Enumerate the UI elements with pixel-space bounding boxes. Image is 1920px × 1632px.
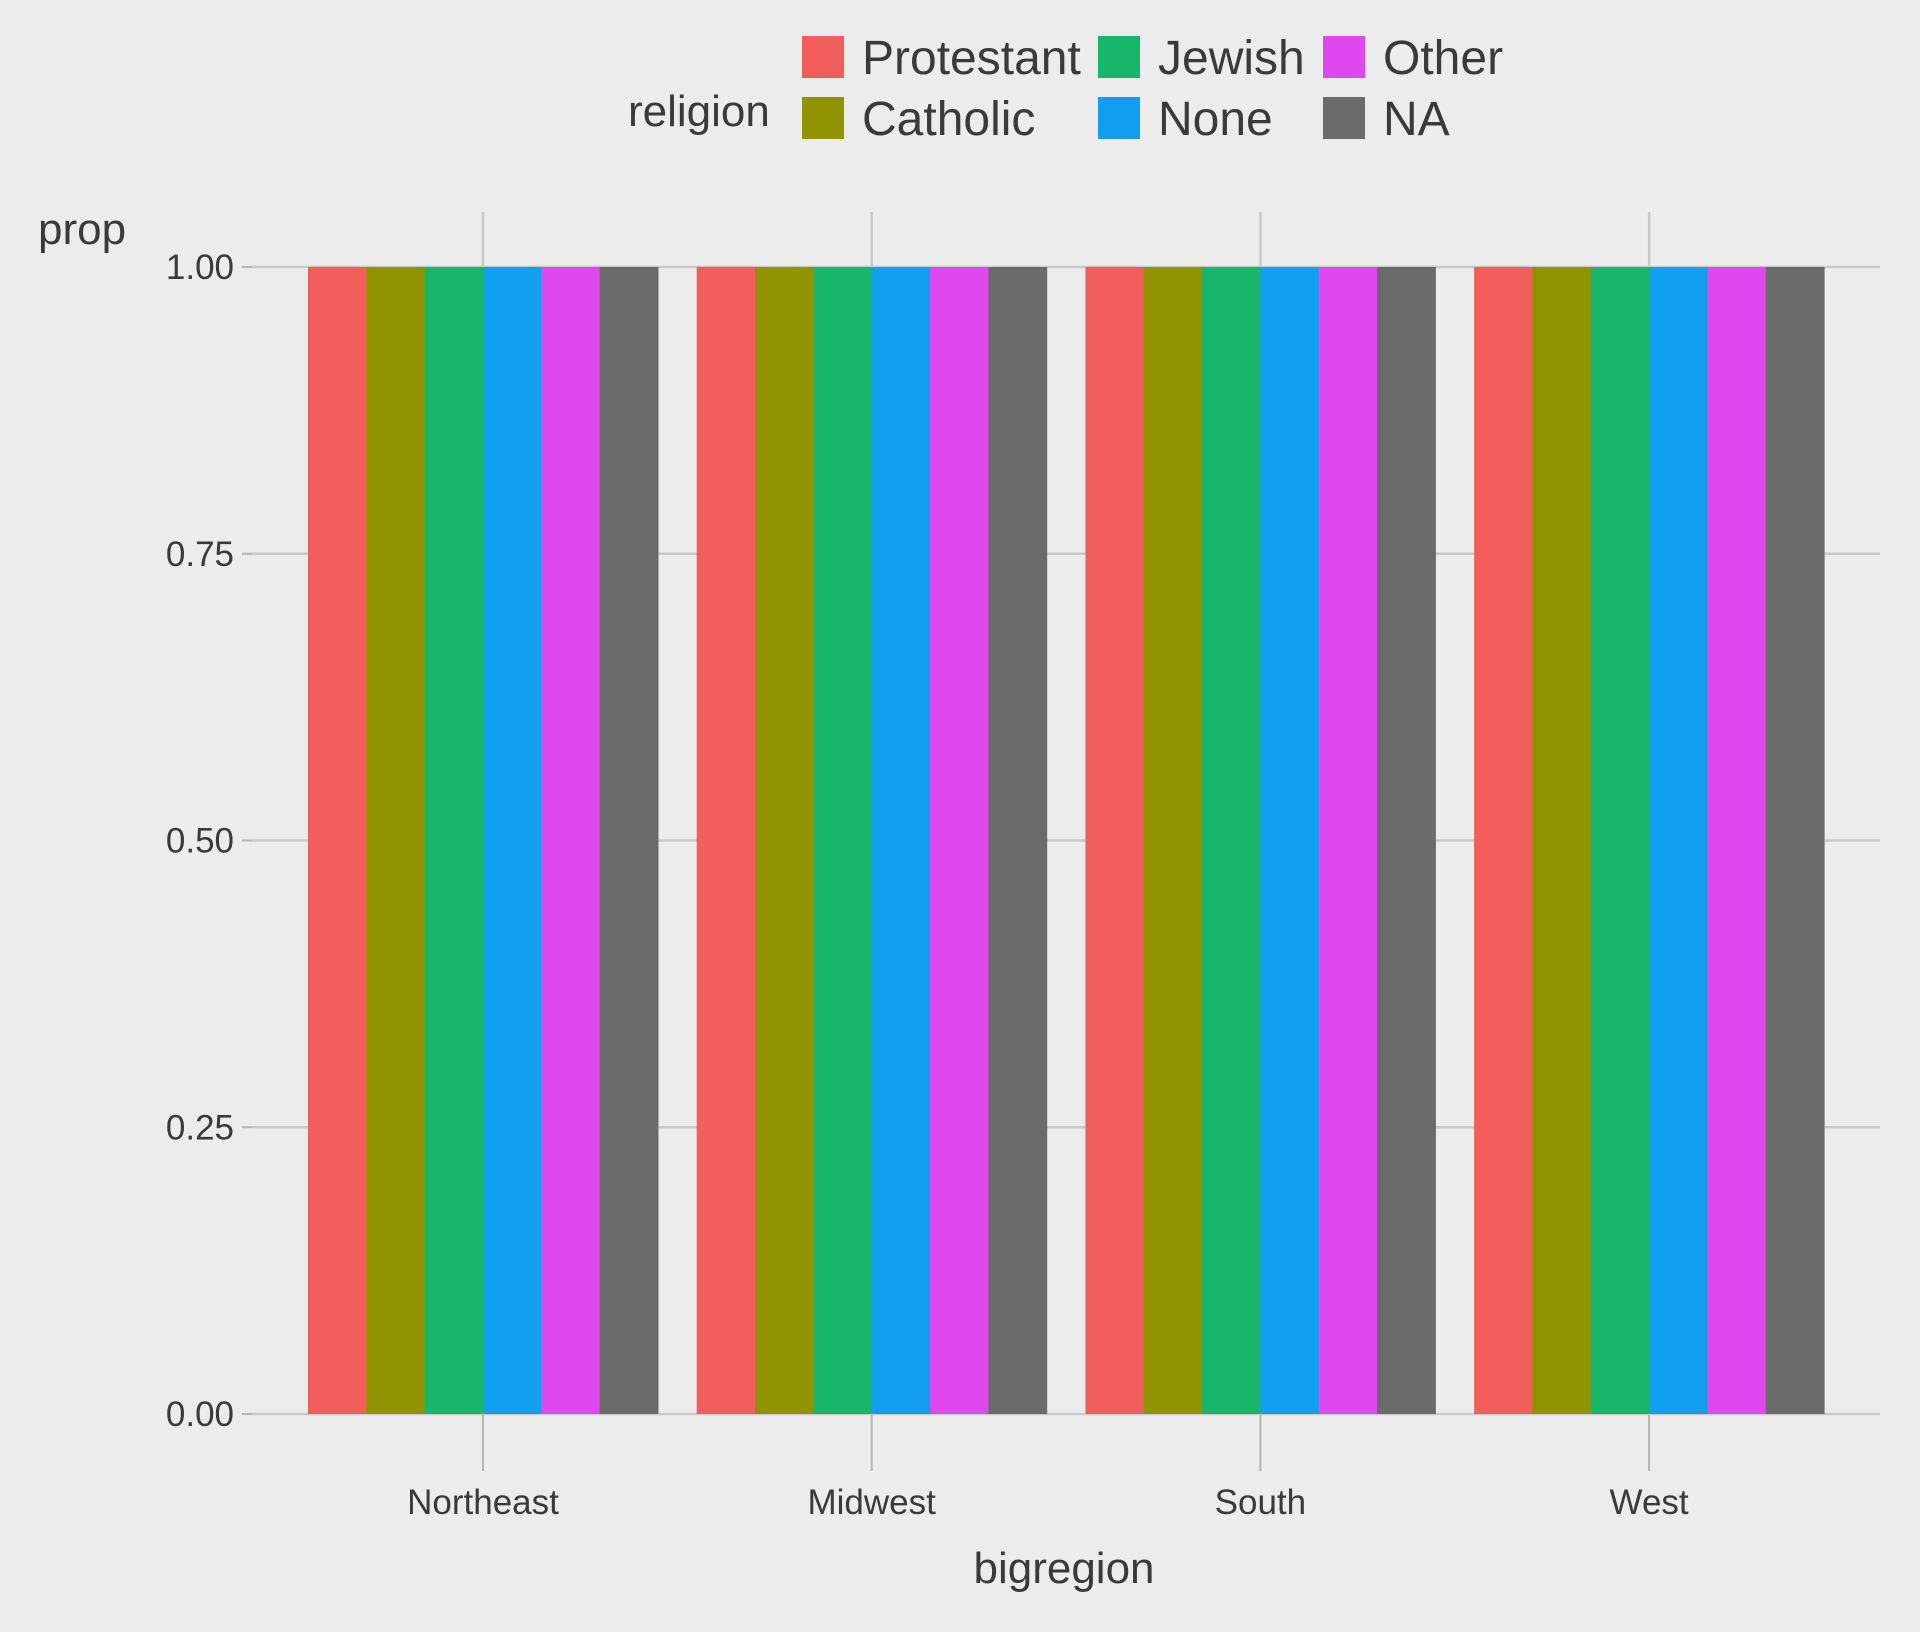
bar-na-west: [1765, 267, 1825, 1414]
y-tick-label: 0.25: [166, 1108, 234, 1147]
y-tick-label: 0.75: [166, 535, 234, 574]
legend-label-jewish: Jewish: [1158, 32, 1305, 85]
bar-protestant-west: [1474, 267, 1533, 1414]
legend-swatch-other: [1323, 36, 1365, 78]
x-tick-label: Northeast: [407, 1483, 559, 1522]
bar-na-midwest: [988, 267, 1048, 1414]
bar-catholic-west: [1532, 267, 1592, 1414]
bar-other-west: [1707, 267, 1767, 1414]
legend-label-protestant: Protestant: [862, 32, 1081, 85]
bar-na-northeast: [599, 267, 659, 1414]
legend-label-none: None: [1158, 93, 1273, 146]
bar-none-midwest: [871, 267, 931, 1414]
legend: religion Protestant Catholic Jewish None Oth…: [628, 32, 1503, 146]
legend-title: religion: [628, 87, 770, 136]
bar-none-west: [1649, 267, 1708, 1414]
bar-catholic-south: [1143, 267, 1203, 1414]
legend-label-na: NA: [1383, 93, 1450, 146]
x-tick-label: West: [1610, 1483, 1689, 1522]
bar-protestant-midwest: [696, 267, 756, 1414]
bar-none-northeast: [483, 267, 542, 1414]
legend-swatch-jewish: [1098, 36, 1140, 78]
legend-label-catholic: Catholic: [862, 93, 1035, 146]
bars: [308, 267, 1825, 1414]
legend-swatch-na: [1323, 97, 1365, 139]
bar-catholic-midwest: [755, 267, 814, 1414]
bar-jewish-south: [1202, 267, 1261, 1414]
bar-protestant-northeast: [308, 267, 367, 1414]
y-tick-label: 0.00: [166, 1395, 234, 1434]
legend-label-other: Other: [1383, 32, 1503, 85]
y-axis-title: prop: [38, 205, 126, 254]
bar-jewish-west: [1590, 267, 1650, 1414]
bar-na-south: [1377, 267, 1436, 1414]
legend-swatch-protestant: [802, 36, 844, 78]
x-tick-label: Midwest: [808, 1483, 937, 1522]
bar-catholic-northeast: [366, 267, 426, 1414]
bar-jewish-northeast: [424, 267, 484, 1414]
x-tick-label: South: [1215, 1483, 1306, 1522]
bar-other-south: [1318, 267, 1378, 1414]
bar-other-northeast: [541, 267, 601, 1414]
legend-swatch-catholic: [802, 97, 844, 139]
legend-swatch-none: [1098, 97, 1140, 139]
y-tick-label: 1.00: [166, 248, 234, 287]
bar-protestant-south: [1085, 267, 1145, 1414]
axis-labels: 0.00 0.25 0.50 0.75 1.00 Northeast Midwest Sout…: [166, 248, 1689, 1522]
x-axis-title: bigregion: [973, 1544, 1154, 1593]
axis-ticks: [242, 266, 1651, 1471]
bar-other-midwest: [930, 267, 989, 1414]
bar-none-south: [1260, 267, 1320, 1414]
y-tick-label: 0.50: [166, 822, 234, 861]
bar-jewish-midwest: [813, 267, 873, 1414]
